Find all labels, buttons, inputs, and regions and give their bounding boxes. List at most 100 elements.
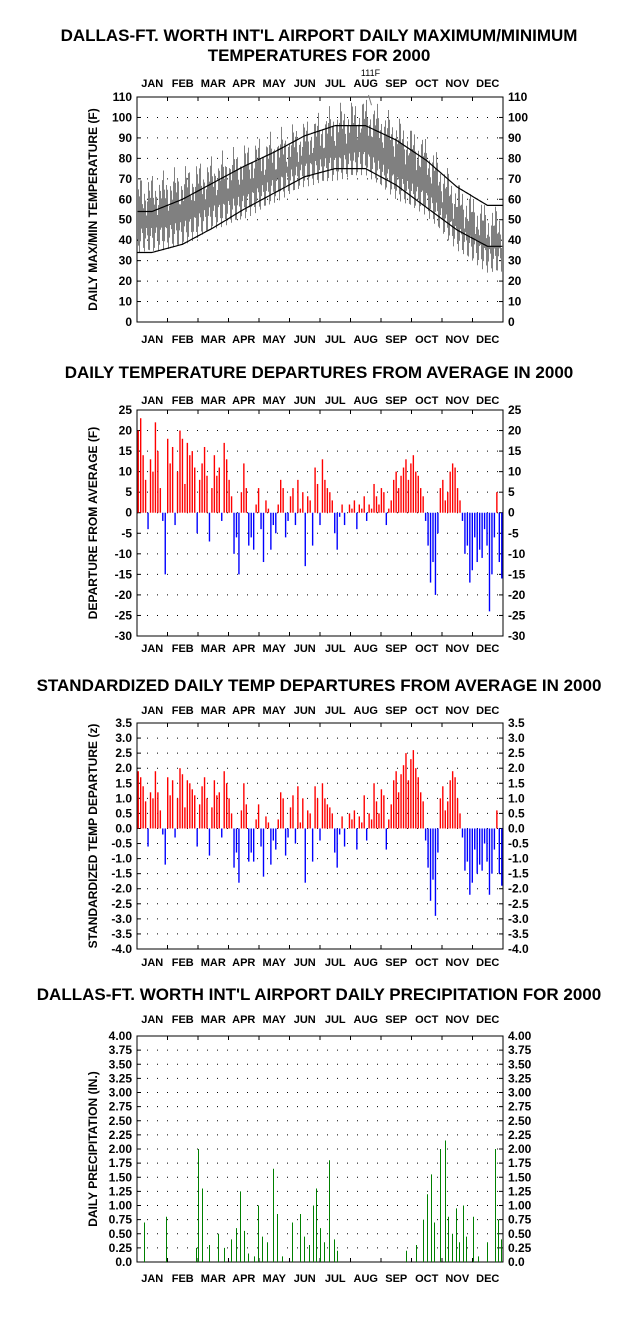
standardized-ytick-right: -4.0: [508, 942, 529, 956]
maxmin-month-bottom: OCT: [415, 334, 439, 346]
standardized-ytick-left: 1.5: [115, 776, 132, 790]
standardized-month-bottom: JAN: [141, 957, 163, 969]
precip-month-top: JAN: [141, 1014, 163, 1026]
precip-month-bottom: DEC: [476, 1273, 499, 1285]
precip-ytick-right: 3.50: [508, 1057, 532, 1071]
maxmin-month-bottom: SEP: [385, 334, 407, 346]
standardized-ytick-right: -2.0: [508, 882, 529, 896]
standardized-month-top: OCT: [415, 705, 439, 717]
precip-month-bottom: MAY: [263, 1273, 287, 1285]
precip-ytick-right: 0.25: [508, 1241, 532, 1255]
standardized-ytick-right: 3.0: [508, 731, 525, 745]
standardized-ytick-left: -4.0: [111, 942, 132, 956]
maxmin-month-bottom: NOV: [445, 334, 470, 346]
standardized-month-top: JAN: [141, 705, 163, 717]
precip-ytick-right: 2.50: [508, 1114, 532, 1128]
chart-subtitle-maxmin: TEMPERATURES FOR 2000: [207, 46, 431, 65]
precip-ytick-right: 1.00: [508, 1199, 532, 1213]
standardized-ytick-right: 0.5: [508, 806, 525, 820]
departure-ytick-right: -30: [508, 629, 526, 643]
standardized-ytick-right: -2.5: [508, 897, 529, 911]
standardized-ytick-left: 0.5: [115, 806, 132, 820]
precip-month-top: MAY: [263, 1014, 287, 1026]
maxmin-ytick-right: 10: [508, 295, 522, 309]
standardized-month-top: SEP: [385, 705, 407, 717]
precip-ytick-left: 2.25: [109, 1128, 133, 1142]
departure-month-bottom: JAN: [141, 643, 163, 655]
precip-ytick-left: 3.00: [109, 1086, 133, 1100]
maxmin-month-top: MAR: [201, 78, 226, 90]
maxmin-month-bottom: DEC: [476, 334, 499, 346]
departure-month-top: NOV: [445, 395, 470, 407]
maxmin-month-bottom: MAY: [263, 334, 287, 346]
precip-month-top: NOV: [445, 1014, 470, 1026]
standardized-departures-chart: 3.5 3.53.0 3.02.5 2.52.0 2.01.5 1.51.0 1.00.5 0…: [86, 705, 529, 969]
departure-ytick-left: -20: [115, 588, 133, 602]
departure-month-bottom: MAR: [201, 643, 226, 655]
departure-month-top: DEC: [476, 395, 499, 407]
departure-month-top: JUN: [294, 395, 316, 407]
standardized-month-bottom: MAR: [201, 957, 226, 969]
precip-month-bottom: AUG: [354, 1273, 378, 1285]
departure-month-top: JAN: [141, 395, 163, 407]
panel-precipitation: DALLAS-FT. WORTH INT'L AIRPORT DAILY PRE…: [0, 975, 638, 1318]
departure-ytick-right: -25: [508, 608, 526, 622]
annotation-111f: 111F: [361, 68, 381, 78]
precip-ytick-left: 1.50: [109, 1170, 133, 1184]
precip-month-top: JUL: [325, 1014, 346, 1026]
maxmin-month-top: SEP: [385, 78, 407, 90]
precip-ytick-right: 0.50: [508, 1227, 532, 1241]
precip-ytick-left: 2.50: [109, 1114, 133, 1128]
standardized-month-top: AUG: [354, 705, 378, 717]
departure-month-bottom: JUL: [325, 643, 346, 655]
precip-ytick-left: 2.75: [109, 1100, 133, 1114]
standardized-ytick-left: -2.0: [111, 882, 132, 896]
departure-ytick-left: 0: [125, 506, 132, 520]
precip-ytick-left: 3.75: [109, 1043, 133, 1057]
departure-ytick-right: 15: [508, 444, 522, 458]
maxmin-ytick-right: 20: [508, 274, 522, 288]
departure-ytick-right: 5: [508, 485, 515, 499]
precip-ytick-left: 0.0: [115, 1255, 132, 1269]
maxmin-ytick-right: 100: [508, 110, 528, 124]
maxmin-ytick-left: 90: [119, 131, 133, 145]
precip-ytick-left: 0.50: [109, 1227, 133, 1241]
standardized-month-bottom: SEP: [385, 957, 407, 969]
departure-month-top: JUL: [325, 395, 346, 407]
departure-month-bottom: MAY: [263, 643, 287, 655]
precip-ytick-right: 2.25: [508, 1128, 532, 1142]
precip-ytick-right: 2.75: [508, 1100, 532, 1114]
standardized-y-axis-label: STANDARDIZED TEMP DEPARTURE (z): [86, 724, 100, 949]
precip-ytick-right: 3.25: [508, 1071, 532, 1085]
precip-month-top: FEB: [172, 1014, 194, 1026]
standardized-month-bottom: OCT: [415, 957, 439, 969]
departure-ytick-left: -30: [115, 629, 133, 643]
maxmin-ytick-left: 0: [125, 315, 132, 329]
standardized-ytick-left: -1.0: [111, 852, 132, 866]
departure-month-bottom: JUN: [294, 643, 316, 655]
standardized-month-bottom: DEC: [476, 957, 499, 969]
standardized-month-bottom: APR: [232, 957, 255, 969]
precip-month-top: MAR: [201, 1014, 226, 1026]
standardized-ytick-left: -3.5: [111, 927, 132, 941]
standardized-month-top: JUN: [294, 705, 316, 717]
precip-ytick-left: 0.25: [109, 1241, 133, 1255]
maxmin-ytick-left: 40: [119, 233, 133, 247]
standardized-ytick-right: 1.0: [508, 791, 525, 805]
precip-month-bottom: OCT: [415, 1273, 439, 1285]
maxmin-month-bottom: MAR: [201, 334, 226, 346]
maxmin-ytick-right: 40: [508, 233, 522, 247]
precip-ytick-right: 1.50: [508, 1170, 532, 1184]
departure-month-bottom: SEP: [385, 643, 407, 655]
panel-standardized-departures: STANDARDIZED DAILY TEMP DEPARTURES FROM …: [0, 660, 638, 975]
departure-ytick-left: -15: [115, 567, 133, 581]
departure-month-top: MAR: [201, 395, 226, 407]
maxmin-month-top: FEB: [172, 78, 194, 90]
maxmin-ytick-left: 30: [119, 254, 133, 268]
precip-ytick-left: 4.00: [109, 1029, 133, 1043]
standardized-ytick-right: -1.0: [508, 852, 529, 866]
departure-month-bottom: DEC: [476, 643, 499, 655]
departure-month-top: SEP: [385, 395, 407, 407]
standardized-ytick-right: -3.5: [508, 927, 529, 941]
maxmin-month-top: JUN: [294, 78, 316, 90]
